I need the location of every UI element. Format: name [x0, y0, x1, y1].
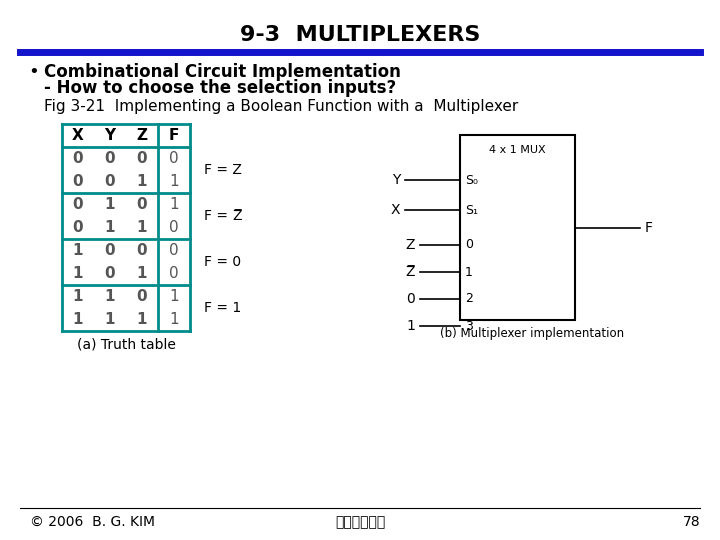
Text: 1: 1	[104, 220, 115, 235]
Text: F: F	[645, 220, 653, 234]
Text: F = 0: F = 0	[204, 255, 241, 269]
Text: 0: 0	[406, 292, 415, 306]
Text: 1: 1	[73, 312, 84, 327]
Text: - How to choose the selection inputs?: - How to choose the selection inputs?	[44, 79, 396, 97]
Text: © 2006  B. G. KIM: © 2006 B. G. KIM	[30, 515, 155, 529]
Text: Z̅: Z̅	[405, 265, 415, 279]
Text: 0: 0	[137, 197, 148, 212]
Text: F = 1: F = 1	[204, 301, 241, 315]
Text: 0: 0	[104, 151, 115, 166]
Text: 1: 1	[169, 312, 179, 327]
Text: 0: 0	[104, 243, 115, 258]
Text: Z: Z	[405, 238, 415, 252]
Text: F: F	[168, 128, 179, 143]
Text: 1: 1	[137, 174, 148, 189]
Text: 2: 2	[465, 293, 473, 306]
Text: 0: 0	[169, 220, 179, 235]
Text: 1: 1	[137, 312, 148, 327]
Text: (a) Truth table: (a) Truth table	[76, 338, 176, 352]
Text: 0: 0	[73, 220, 84, 235]
Text: 디지털시스템: 디지털시스템	[335, 515, 385, 529]
Text: 0: 0	[73, 197, 84, 212]
Text: S₁: S₁	[465, 204, 478, 217]
Text: 1: 1	[104, 289, 115, 304]
Text: 1: 1	[465, 266, 473, 279]
Text: 1: 1	[73, 243, 84, 258]
Text: F = Z: F = Z	[204, 163, 242, 177]
Text: 78: 78	[683, 515, 700, 529]
Text: 0: 0	[137, 151, 148, 166]
Text: 1: 1	[137, 220, 148, 235]
Text: 0: 0	[137, 289, 148, 304]
Text: Fig 3-21  Implementing a Boolean Function with a  Multiplexer: Fig 3-21 Implementing a Boolean Function…	[44, 99, 518, 114]
Text: 9-3  MULTIPLEXERS: 9-3 MULTIPLEXERS	[240, 25, 480, 45]
Text: 0: 0	[169, 151, 179, 166]
Text: 1: 1	[137, 266, 148, 281]
Text: 0: 0	[465, 239, 473, 252]
Text: Y: Y	[104, 128, 116, 143]
Text: Z̅: Z̅	[232, 209, 241, 223]
Text: X: X	[72, 128, 84, 143]
Text: Combinational Circuit Implementation: Combinational Circuit Implementation	[44, 63, 401, 81]
Text: 0: 0	[73, 151, 84, 166]
Text: 1: 1	[169, 197, 179, 212]
Text: 0: 0	[104, 266, 115, 281]
Text: 0: 0	[169, 266, 179, 281]
Bar	[460, 135, 575, 320]
Text: 4 x 1 MUX: 4 x 1 MUX	[489, 145, 546, 155]
Text: 0: 0	[104, 174, 115, 189]
Text: 1: 1	[169, 289, 179, 304]
Text: F =: F =	[204, 209, 233, 223]
Text: 1: 1	[73, 266, 84, 281]
Text: 1: 1	[104, 197, 115, 212]
Text: (b) Multiplexer implementation: (b) Multiplexer implementation	[441, 327, 624, 341]
Text: 1: 1	[73, 289, 84, 304]
Text: 0: 0	[73, 174, 84, 189]
Text: S₀: S₀	[465, 173, 478, 186]
Text: 1: 1	[169, 174, 179, 189]
Text: •: •	[28, 63, 39, 81]
Text: 1: 1	[104, 312, 115, 327]
Text: Z: Z	[137, 128, 148, 143]
Text: 1: 1	[406, 319, 415, 333]
Text: 0: 0	[169, 243, 179, 258]
Text: X: X	[390, 203, 400, 217]
Text: 3: 3	[465, 320, 473, 333]
Text: Y: Y	[392, 173, 400, 187]
Text: 0: 0	[137, 243, 148, 258]
